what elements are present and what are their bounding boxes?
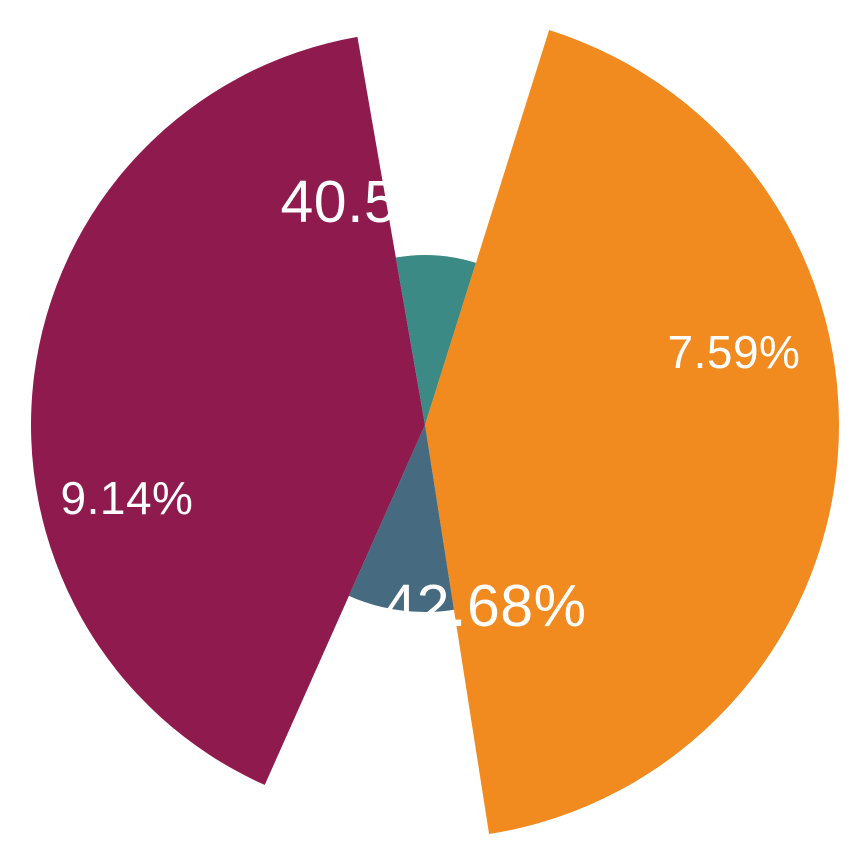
slice-2 bbox=[425, 30, 839, 834]
slice-0 bbox=[31, 37, 425, 785]
chart-svg bbox=[0, 0, 850, 849]
slice-label-3: 9.14% bbox=[61, 471, 194, 525]
slice-label-1: 7.59% bbox=[668, 325, 801, 379]
slice-label-0: 40.59% bbox=[280, 168, 483, 236]
slice-label-2: 42.68% bbox=[383, 572, 586, 640]
polar-area-chart: 40.59% 7.59% 42.68% 9.14% bbox=[0, 0, 850, 849]
